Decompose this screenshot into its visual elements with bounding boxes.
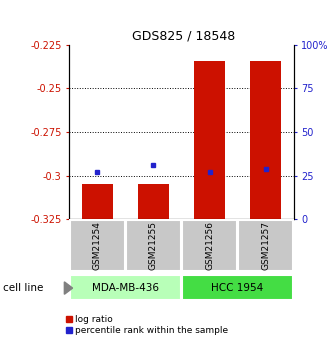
Polygon shape (64, 282, 73, 294)
Legend: log ratio, percentile rank within the sample: log ratio, percentile rank within the sa… (65, 315, 228, 335)
Bar (82, 184, 113, 219)
Bar (70, 275, 181, 300)
Text: GSM21256: GSM21256 (205, 221, 214, 270)
Text: cell line: cell line (3, 283, 44, 293)
Bar (182, 220, 237, 272)
Text: GSM21257: GSM21257 (261, 221, 270, 270)
Text: GSM21255: GSM21255 (149, 221, 158, 270)
Bar (250, 60, 281, 219)
Bar (238, 220, 293, 272)
Bar (138, 184, 169, 219)
Text: HCC 1954: HCC 1954 (212, 283, 264, 293)
Text: MDA-MB-436: MDA-MB-436 (92, 283, 159, 293)
Text: GSM21254: GSM21254 (93, 221, 102, 270)
Text: GDS825 / 18548: GDS825 / 18548 (132, 29, 235, 42)
Bar (182, 275, 293, 300)
Bar (194, 60, 225, 219)
Bar (70, 220, 125, 272)
Bar (126, 220, 181, 272)
